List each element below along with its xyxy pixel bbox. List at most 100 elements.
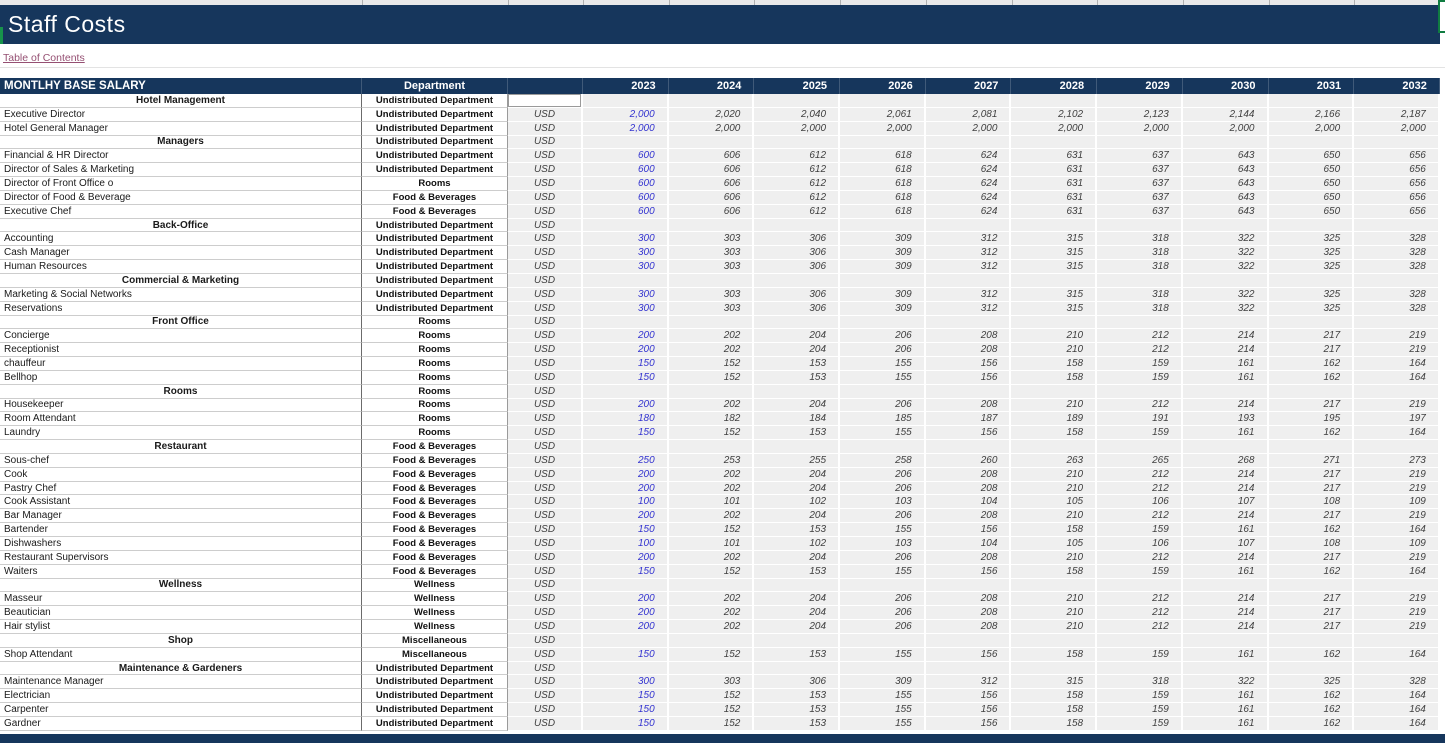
row-label-cell[interactable]: Cook [0, 467, 362, 482]
value-cell[interactable]: 643 [1182, 163, 1269, 178]
value-cell[interactable]: 206 [840, 329, 926, 344]
value-cell[interactable] [1097, 440, 1183, 454]
value-cell[interactable]: 2,000 [840, 121, 926, 136]
value-cell[interactable]: 637 [1097, 149, 1183, 164]
value-cell[interactable]: 250 [583, 453, 669, 468]
row-label-cell[interactable]: Hotel General Manager [0, 121, 362, 136]
value-cell[interactable] [668, 273, 755, 288]
value-cell[interactable]: 200 [583, 620, 669, 634]
value-cell[interactable]: 162 [1268, 716, 1355, 731]
currency-cell[interactable]: USD [508, 370, 583, 385]
value-cell[interactable] [925, 315, 1012, 330]
currency-cell[interactable]: USD [508, 537, 583, 551]
value-cell[interactable]: 214 [1182, 606, 1269, 621]
value-cell[interactable]: 202 [668, 592, 755, 607]
row-label-cell[interactable]: Sous-chef [0, 453, 362, 468]
department-cell[interactable]: Rooms [362, 384, 508, 399]
value-cell[interactable]: 325 [1268, 675, 1355, 690]
value-cell[interactable]: 156 [925, 564, 1012, 579]
currency-cell[interactable]: USD [508, 467, 583, 482]
value-cell[interactable] [1182, 315, 1269, 330]
value-cell[interactable] [583, 273, 669, 288]
value-cell[interactable] [1011, 661, 1098, 676]
value-cell[interactable] [1097, 661, 1183, 676]
value-cell[interactable] [1354, 384, 1440, 399]
value-cell[interactable]: 187 [925, 412, 1012, 427]
value-cell[interactable]: 273 [1354, 453, 1440, 468]
row-label-cell[interactable]: Waiters [0, 564, 362, 579]
currency-cell[interactable]: USD [508, 121, 583, 136]
value-cell[interactable]: 303 [668, 246, 755, 261]
value-cell[interactable]: 2,061 [840, 107, 926, 122]
value-cell[interactable]: 2,000 [1011, 121, 1098, 136]
department-cell[interactable]: Food & Beverages [362, 509, 508, 524]
value-cell[interactable]: 2,166 [1268, 107, 1355, 122]
value-cell[interactable] [1097, 218, 1183, 233]
currency-cell[interactable]: USD [508, 273, 583, 288]
value-cell[interactable] [1097, 94, 1183, 108]
value-cell[interactable]: 150 [583, 564, 669, 579]
value-cell[interactable] [1011, 578, 1098, 593]
value-cell[interactable]: 214 [1182, 620, 1269, 634]
department-cell[interactable]: Undistributed Department [362, 94, 508, 108]
department-cell[interactable]: Undistributed Department [362, 135, 508, 150]
value-cell[interactable]: 309 [840, 260, 926, 274]
value-cell[interactable]: 210 [1011, 606, 1098, 621]
value-cell[interactable] [1354, 315, 1440, 330]
value-cell[interactable]: 309 [840, 232, 926, 247]
value-cell[interactable]: 2,000 [1268, 121, 1355, 136]
row-label-cell[interactable]: Concierge [0, 329, 362, 344]
currency-cell[interactable]: USD [508, 260, 583, 274]
value-cell[interactable]: 206 [840, 606, 926, 621]
value-cell[interactable]: 159 [1097, 357, 1183, 371]
value-cell[interactable]: 159 [1097, 689, 1183, 704]
value-cell[interactable] [668, 633, 755, 648]
value-cell[interactable]: 105 [1011, 495, 1098, 510]
value-cell[interactable]: 152 [668, 564, 755, 579]
value-cell[interactable] [668, 578, 755, 593]
value-cell[interactable]: 162 [1268, 564, 1355, 579]
value-cell[interactable]: 162 [1268, 703, 1355, 717]
value-cell[interactable]: 631 [1011, 190, 1098, 205]
value-cell[interactable]: 102 [754, 495, 841, 510]
currency-cell[interactable]: USD [508, 440, 583, 454]
value-cell[interactable] [668, 218, 755, 233]
department-cell[interactable]: Rooms [362, 412, 508, 427]
value-cell[interactable]: 328 [1354, 287, 1440, 302]
value-cell[interactable]: 200 [583, 550, 669, 565]
currency-cell[interactable]: USD [508, 606, 583, 621]
value-cell[interactable]: 164 [1354, 426, 1440, 441]
department-cell[interactable]: Undistributed Department [362, 287, 508, 302]
value-cell[interactable]: 303 [668, 287, 755, 302]
value-cell[interactable]: 204 [754, 467, 841, 482]
department-cell[interactable]: Rooms [362, 329, 508, 344]
currency-cell[interactable]: USD [508, 509, 583, 524]
value-cell[interactable] [1011, 273, 1098, 288]
value-cell[interactable]: 217 [1268, 550, 1355, 565]
value-cell[interactable]: 650 [1268, 149, 1355, 164]
value-cell[interactable] [1182, 633, 1269, 648]
value-cell[interactable]: 161 [1182, 370, 1269, 385]
currency-header-cell[interactable] [508, 78, 583, 94]
value-cell[interactable]: 200 [583, 343, 669, 358]
value-cell[interactable]: 159 [1097, 564, 1183, 579]
value-cell[interactable] [754, 273, 841, 288]
value-cell[interactable]: 306 [754, 246, 841, 261]
value-cell[interactable] [754, 218, 841, 233]
value-cell[interactable] [1354, 135, 1440, 150]
currency-cell[interactable]: USD [508, 149, 583, 164]
value-cell[interactable] [1182, 661, 1269, 676]
value-cell[interactable]: 150 [583, 689, 669, 704]
value-cell[interactable]: 164 [1354, 716, 1440, 731]
department-cell[interactable]: Undistributed Department [362, 675, 508, 690]
value-cell[interactable]: 2,081 [925, 107, 1012, 122]
value-cell[interactable]: 208 [925, 620, 1012, 634]
currency-cell[interactable]: USD [508, 190, 583, 205]
value-cell[interactable]: 107 [1182, 537, 1269, 551]
value-cell[interactable] [583, 315, 669, 330]
row-label-cell[interactable]: Director of Front Office o [0, 177, 362, 191]
value-cell[interactable] [583, 661, 669, 676]
value-cell[interactable]: 208 [925, 329, 1012, 344]
row-label-cell[interactable]: Carpenter [0, 703, 362, 717]
value-cell[interactable]: 300 [583, 260, 669, 274]
